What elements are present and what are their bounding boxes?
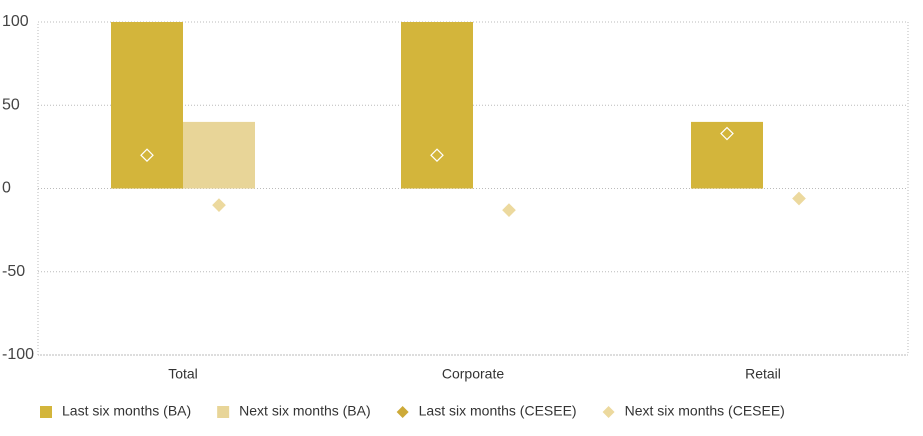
legend-label: Last six months (CESEE) <box>419 403 577 419</box>
y-tick-label: 100 <box>2 13 29 30</box>
diamond-marker <box>792 191 806 206</box>
legend-label: Next six months (CESEE) <box>625 403 785 419</box>
diamond-marker <box>140 148 154 163</box>
bar <box>691 121 763 189</box>
legend-swatch <box>217 406 230 418</box>
legend-label: Last six months (BA) <box>62 403 191 419</box>
diamond-marker <box>430 148 444 163</box>
legend-swatch <box>396 406 409 418</box>
x-tick-label: Corporate <box>442 366 504 382</box>
y-tick-label: 0 <box>2 180 11 197</box>
diamond-marker <box>720 126 734 141</box>
y-tick-label: -50 <box>2 263 25 280</box>
bar <box>111 22 183 189</box>
diamond-marker <box>212 198 226 212</box>
y-tick-label: 50 <box>2 96 20 113</box>
y-tick-label: -100 <box>2 346 34 363</box>
bar <box>183 121 255 189</box>
x-tick-label: Total <box>168 366 198 382</box>
legend-swatch <box>602 406 615 418</box>
x-tick-label: Retail <box>745 366 781 382</box>
diamond-marker <box>502 203 516 217</box>
legend-swatch <box>40 406 52 418</box>
bar <box>401 22 473 189</box>
legend-label: Next six months (BA) <box>239 403 370 419</box>
